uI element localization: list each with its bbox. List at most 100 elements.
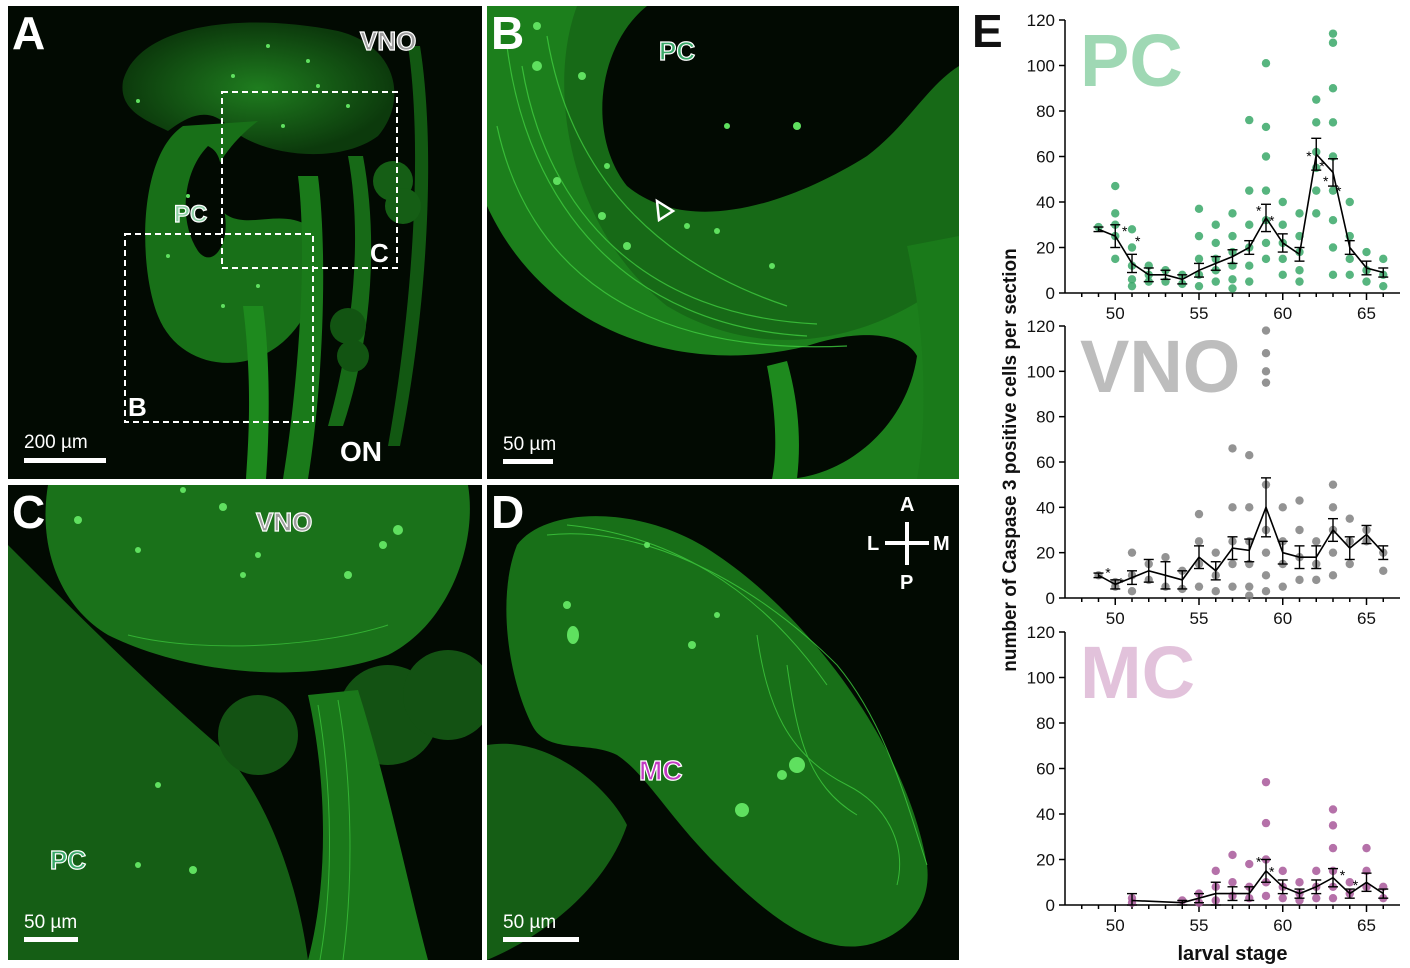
y-tick-label-vno: 40 [1036,498,1055,517]
significance-asterisk-pc: * [1336,183,1342,199]
data-point-pc [1328,243,1338,252]
significance-asterisk-pc: * [1269,213,1275,229]
x-tick-label-mc: 55 [1190,916,1209,935]
panel-c-micrograph [8,485,482,960]
data-point-pc [1345,270,1354,279]
data-point-mc [1328,893,1338,903]
data-point-mc [1211,866,1220,876]
panel-d: D MC A L M P 50 µm [487,485,959,960]
panel-c: C VNO PC 50 µm [8,485,482,960]
data-point-vno [1295,525,1304,535]
x-tick-label-vno: 50 [1106,609,1125,628]
y-tick-label-mc: 60 [1036,760,1055,779]
compass-label-a: A [900,494,915,516]
data-point-pc [1278,220,1287,229]
data-point-pc [1328,38,1338,47]
data-point-vno [1245,582,1254,591]
data-point-vno [1228,559,1237,569]
data-point-vno [1245,451,1254,460]
data-point-pc [1261,122,1271,132]
data-point-pc [1127,281,1137,291]
data-point-vno [1345,559,1354,569]
data-point-pc [1261,152,1271,161]
data-point-vno [1245,503,1254,512]
y-tick-label-pc: 100 [1027,57,1055,76]
data-point-pc [1261,254,1271,264]
data-point-mc [1261,777,1271,787]
significance-asterisk-pc: * [1319,158,1325,174]
data-point-pc [1261,59,1271,68]
mean-line-vno [1098,505,1384,586]
y-tick-label-pc: 80 [1036,102,1055,121]
scale-label-a: 200 µm [24,432,88,453]
y-tick-label-mc: 100 [1027,669,1055,688]
box-b [124,233,314,423]
data-point-mc [1295,878,1304,887]
scale-line-c [24,937,78,942]
panel-a: A VNO PC C B ON 200 µm [8,6,482,479]
data-point-vno [1194,537,1204,546]
mean-line-pc [1098,152,1384,281]
data-point-vno [1261,587,1271,596]
data-point-vno [1328,548,1338,557]
x-tick-label-mc: 50 [1106,916,1125,935]
scale-label-d: 50 µm [503,912,557,933]
data-point-mc [1312,893,1321,903]
data-point-pc [1312,95,1321,104]
data-point-vno [1295,496,1304,505]
data-point-pc [1261,186,1271,195]
region-label-pc-b: PC [658,36,696,66]
region-label-vno: VNO [359,26,417,56]
y-tick-label-vno: 120 [1027,317,1055,336]
data-point-vno [1161,553,1170,562]
subplot-title-vno: VNO [1080,325,1240,408]
data-point-pc [1328,84,1338,93]
mean-line-mc [1131,869,1384,904]
data-point-pc [1211,277,1220,286]
data-point-pc [1194,231,1204,241]
data-point-vno [1328,571,1338,580]
data-point-vno [1345,514,1354,523]
data-point-pc [1345,197,1354,207]
y-axis-label: number of Caspase 3 positive cells per s… [1000,248,1021,671]
data-point-vno [1211,587,1220,596]
scale-label-b: 50 µm [503,434,557,455]
data-point-pc [1194,281,1204,291]
scale-bar-b: 50 µm [503,434,557,474]
data-point-pc [1111,181,1120,191]
x-tick-label-mc: 60 [1273,916,1292,935]
data-point-vno [1127,548,1137,557]
compass-label-m: M [933,533,950,555]
data-point-vno [1127,587,1137,596]
y-tick-label-vno: 0 [1046,589,1055,608]
data-point-pc [1362,247,1371,257]
y-tick-label-mc: 0 [1046,896,1055,915]
y-tick-label-mc: 20 [1036,851,1055,870]
scale-bar-a: 200 µm [24,432,106,472]
data-point-pc [1328,29,1338,38]
data-point-pc [1228,284,1237,293]
panel-b-micrograph [487,6,959,479]
data-point-mc [1312,866,1321,876]
data-point-pc [1127,275,1137,284]
panel-label-d: D [491,486,525,538]
region-label-on: ON [340,436,382,467]
data-point-pc [1127,225,1137,234]
panel-d-micrograph [487,485,959,960]
data-point-pc [1245,186,1254,195]
data-point-pc [1362,277,1371,286]
data-point-vno [1228,503,1237,512]
y-tick-label-pc: 0 [1046,284,1055,303]
x-tick-label-pc: 60 [1273,304,1292,323]
data-point-vno [1261,349,1271,358]
subplot-title-mc: MC [1080,631,1195,714]
region-label-vno-c: VNO [255,507,313,537]
compass-label-l: L [867,533,880,555]
data-point-pc [1278,197,1287,207]
data-point-pc [1295,277,1304,286]
data-point-vno [1228,582,1237,591]
data-point-pc [1328,216,1338,225]
panel-b: B PC 50 µm [487,6,959,479]
data-point-mc [1278,866,1287,876]
